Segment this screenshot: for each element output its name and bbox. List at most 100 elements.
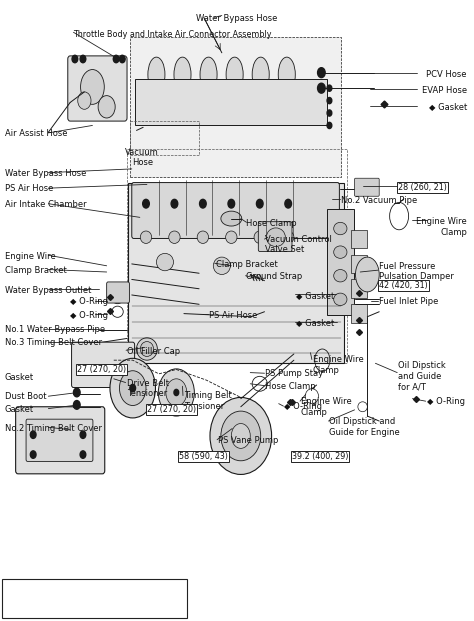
Text: Dust Boot: Dust Boot xyxy=(5,392,46,401)
Text: Engine Wire
Clamp: Engine Wire Clamp xyxy=(313,355,364,374)
Text: PS Air Hose: PS Air Hose xyxy=(5,184,53,193)
Ellipse shape xyxy=(231,424,250,448)
Ellipse shape xyxy=(334,246,347,258)
Text: ◆ O-Ring: ◆ O-Ring xyxy=(427,397,465,406)
Text: No.3 Timing Belt Cover: No.3 Timing Belt Cover xyxy=(5,338,102,347)
Ellipse shape xyxy=(137,338,157,360)
Circle shape xyxy=(285,199,292,208)
Circle shape xyxy=(80,55,86,63)
Text: Oil Dipstick and
Guide for Engine: Oil Dipstick and Guide for Engine xyxy=(329,417,400,437)
Text: No.1 Water Bypass Pipe: No.1 Water Bypass Pipe xyxy=(5,325,105,334)
Text: EVAP Hose: EVAP Hose xyxy=(422,86,467,94)
Circle shape xyxy=(327,85,332,91)
Circle shape xyxy=(174,389,179,396)
Ellipse shape xyxy=(254,231,265,243)
FancyBboxPatch shape xyxy=(2,579,187,618)
Circle shape xyxy=(318,68,325,78)
Bar xyxy=(351,304,367,323)
Ellipse shape xyxy=(334,293,347,306)
Circle shape xyxy=(72,55,78,63)
Circle shape xyxy=(73,401,80,409)
Ellipse shape xyxy=(210,397,272,474)
FancyBboxPatch shape xyxy=(355,178,379,196)
FancyBboxPatch shape xyxy=(68,56,127,121)
Circle shape xyxy=(171,199,178,208)
Circle shape xyxy=(80,431,86,438)
Text: 27 (270, 20): 27 (270, 20) xyxy=(77,365,126,374)
Text: 42 (420, 31): 42 (420, 31) xyxy=(379,281,428,289)
Text: ◆ Non-reusable Part: ◆ Non-reusable Part xyxy=(9,601,86,610)
Text: Engine Wire: Engine Wire xyxy=(5,252,55,260)
Text: Vacuum Control
Valve Set: Vacuum Control Valve Set xyxy=(265,235,332,254)
Ellipse shape xyxy=(334,222,347,235)
Ellipse shape xyxy=(110,358,155,418)
Ellipse shape xyxy=(266,228,285,247)
Circle shape xyxy=(318,83,325,93)
Ellipse shape xyxy=(174,57,191,92)
Ellipse shape xyxy=(197,231,209,243)
Text: Water Bypass Hose: Water Bypass Hose xyxy=(5,169,86,178)
Text: Oil Filler Cap: Oil Filler Cap xyxy=(127,347,180,355)
Text: ◆ Gasket: ◆ Gasket xyxy=(296,291,335,299)
Text: Engine Wire
Clamp: Engine Wire Clamp xyxy=(301,397,352,417)
Ellipse shape xyxy=(213,257,230,274)
Circle shape xyxy=(143,199,149,208)
Text: ◆ O-Ring: ◆ O-Ring xyxy=(70,310,108,319)
Circle shape xyxy=(80,451,86,458)
Text: Vacuum
Hose: Vacuum Hose xyxy=(125,148,159,167)
Text: PS Pump Stay: PS Pump Stay xyxy=(265,369,324,378)
Text: Fuel Inlet Pipe: Fuel Inlet Pipe xyxy=(379,297,438,306)
Circle shape xyxy=(73,388,80,397)
Ellipse shape xyxy=(148,57,165,92)
Circle shape xyxy=(130,384,136,392)
Bar xyxy=(130,121,199,155)
Circle shape xyxy=(119,55,125,63)
Text: ◆ O-Ring: ◆ O-Ring xyxy=(284,402,322,411)
Ellipse shape xyxy=(334,270,347,282)
Ellipse shape xyxy=(283,231,294,243)
Circle shape xyxy=(327,122,332,129)
Ellipse shape xyxy=(98,96,115,118)
FancyBboxPatch shape xyxy=(258,222,292,252)
FancyBboxPatch shape xyxy=(128,183,344,363)
Ellipse shape xyxy=(200,57,217,92)
Text: PS Vane Pump: PS Vane Pump xyxy=(218,436,278,445)
Ellipse shape xyxy=(221,211,242,226)
FancyBboxPatch shape xyxy=(16,407,105,474)
Text: Water Bypass Outlet: Water Bypass Outlet xyxy=(5,286,91,294)
Text: Ground Strap: Ground Strap xyxy=(246,272,303,281)
Text: Hose Clamp: Hose Clamp xyxy=(246,219,297,227)
Text: 39.2 (400, 29): 39.2 (400, 29) xyxy=(292,452,348,461)
Text: Timing Belt
Tensioner: Timing Belt Tensioner xyxy=(184,391,232,410)
Text: ◆ O-Ring: ◆ O-Ring xyxy=(70,297,108,306)
Text: Clamp Bracket: Clamp Bracket xyxy=(216,260,277,268)
Text: Oil Dipstick
and Guide
for A/T: Oil Dipstick and Guide for A/T xyxy=(398,361,446,391)
Bar xyxy=(351,279,367,298)
FancyBboxPatch shape xyxy=(107,282,129,303)
Text: : Specified torque: : Specified torque xyxy=(95,587,165,596)
Bar xyxy=(135,79,327,125)
Circle shape xyxy=(113,55,119,63)
Bar xyxy=(351,230,367,248)
Ellipse shape xyxy=(226,57,243,92)
Circle shape xyxy=(256,199,263,208)
FancyBboxPatch shape xyxy=(327,209,354,315)
Ellipse shape xyxy=(278,57,295,92)
Text: Drive Belt
Tensioner: Drive Belt Tensioner xyxy=(127,379,169,398)
FancyBboxPatch shape xyxy=(26,419,93,461)
Ellipse shape xyxy=(356,257,379,292)
Circle shape xyxy=(228,199,235,208)
Ellipse shape xyxy=(140,231,152,243)
Text: ◆ Gasket: ◆ Gasket xyxy=(428,102,467,111)
Text: Air Intake Chamber: Air Intake Chamber xyxy=(5,200,86,209)
Bar xyxy=(130,37,341,177)
Circle shape xyxy=(30,451,36,458)
Ellipse shape xyxy=(226,231,237,243)
Text: Gasket: Gasket xyxy=(5,405,34,414)
FancyBboxPatch shape xyxy=(132,183,339,238)
Text: Engine Wire
Clamp: Engine Wire Clamp xyxy=(416,217,467,237)
FancyBboxPatch shape xyxy=(72,342,135,388)
Ellipse shape xyxy=(158,369,194,416)
Text: 28 (260, 21): 28 (260, 21) xyxy=(398,183,447,192)
Text: PS Air Hose: PS Air Hose xyxy=(209,310,257,319)
